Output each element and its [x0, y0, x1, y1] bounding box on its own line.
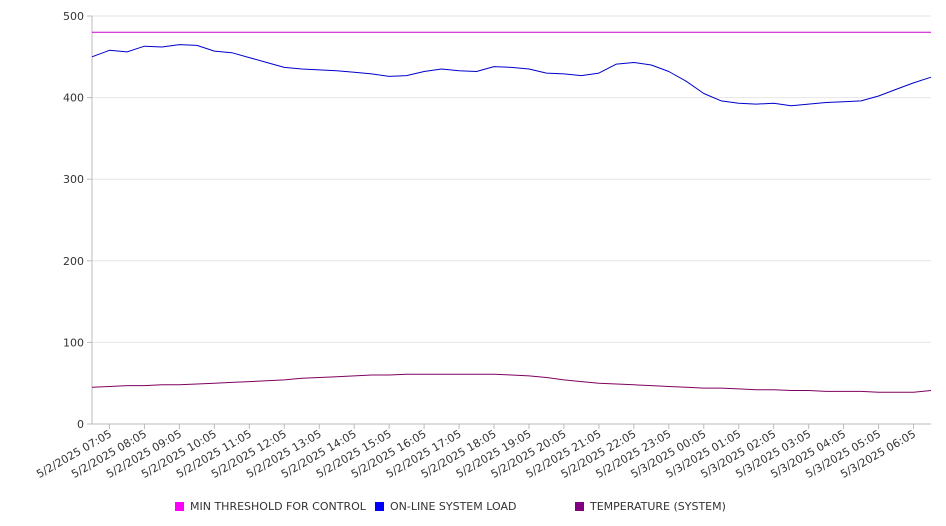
gridlines: [92, 15, 931, 343]
legend-item-temperature[interactable]: TEMPERATURE (SYSTEM): [575, 497, 726, 515]
y-tick-label: 500: [63, 10, 84, 23]
x-tick-labels: 5/2/2025 07:055/2/2025 08:055/2/2025 09:…: [34, 427, 918, 481]
legend-label-system-load: ON-LINE SYSTEM LOAD: [390, 499, 517, 513]
y-tick-labels: 0 100 200 300 400 500: [63, 10, 84, 431]
legend-item-min-threshold[interactable]: MIN THRESHOLD FOR CONTROL: [175, 497, 366, 515]
legend-label-min-threshold: MIN THRESHOLD FOR CONTROL: [190, 499, 366, 513]
series-lines: [91, 31, 932, 393]
chart-legend: MIN THRESHOLD FOR CONTROL ON-LINE SYSTEM…: [0, 497, 946, 515]
y-tick-label: 100: [63, 336, 84, 349]
legend-swatch-temperature: [575, 501, 584, 511]
y-tick-label: 200: [63, 255, 84, 268]
y-tick-label: 0: [77, 418, 84, 431]
legend-swatch-system-load: [375, 501, 384, 511]
series-line-system-load: [91, 44, 932, 107]
legend-item-system-load[interactable]: ON-LINE SYSTEM LOAD: [375, 497, 516, 515]
legend-swatch-min-threshold: [175, 501, 184, 511]
axes: [87, 15, 931, 429]
legend-label-temperature: TEMPERATURE (SYSTEM): [590, 499, 726, 513]
y-tick-label: 400: [63, 92, 84, 105]
y-tick-label: 300: [63, 173, 84, 186]
line-chart: 0 100 200 300 400 500 5/2/2025 07:055/2/2025 …: [34, 10, 932, 481]
series-line-temperature: [91, 373, 932, 393]
